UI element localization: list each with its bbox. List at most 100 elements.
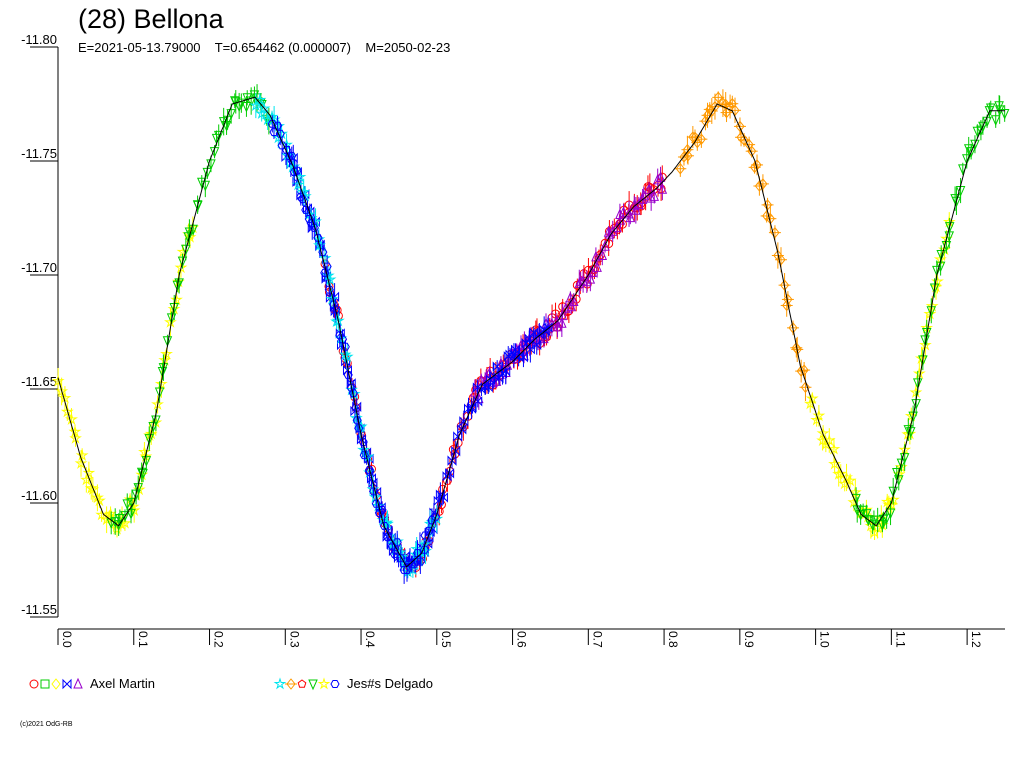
marker-star: [79, 473, 93, 486]
marker-hexagon: [298, 195, 308, 204]
marker-hexagon: [313, 233, 323, 242]
marker-star: [827, 442, 841, 455]
marker-bowtie: [518, 351, 528, 363]
marker-triangle-down: [246, 96, 256, 108]
marker-diamond: [788, 322, 798, 334]
marker-diamond: [692, 136, 702, 149]
marker-hexagon: [424, 526, 434, 535]
marker-hexagon: [273, 121, 283, 130]
marker-bowtie: [451, 446, 461, 457]
marker-triangle-down: [936, 250, 946, 261]
marker-hexagon: [389, 549, 399, 558]
marker-star: [139, 449, 153, 462]
legend-markers: [29, 677, 340, 691]
marker-triangle-up: [592, 261, 602, 272]
marker-bowtie: [514, 351, 524, 363]
marker-diamond: [710, 100, 720, 113]
marker-triangle-up: [569, 295, 579, 307]
marker-triangle-up: [618, 206, 629, 217]
marker-hexagon: [331, 305, 341, 314]
marker-bowtie: [438, 492, 448, 503]
marker-triangle-down: [885, 508, 896, 520]
marker-star: [340, 350, 354, 363]
series-axel-martin: [470, 166, 668, 410]
marker-triangle-down: [308, 679, 318, 691]
marker-diamond: [735, 120, 745, 133]
marker-star: [368, 490, 382, 503]
marker-triangle-up: [600, 240, 610, 251]
marker-star: [249, 98, 263, 112]
marker-hexagon: [359, 451, 369, 460]
marker-diamond: [696, 133, 707, 145]
x-tick-label: 0.5: [439, 631, 453, 648]
marker-bowtie: [368, 477, 378, 489]
marker-star: [255, 106, 269, 120]
marker-triangle-down: [241, 101, 252, 113]
marker-bowtie: [498, 368, 508, 379]
x-tick-label: 0.1: [136, 631, 150, 648]
series-jes-s-delgado: [249, 93, 444, 579]
marker-bowtie: [423, 538, 433, 549]
marker-triangle-up: [566, 300, 577, 312]
marker-triangle-down: [908, 411, 918, 423]
marker-diamond: [776, 253, 786, 266]
marker-triangle-down: [951, 196, 962, 208]
marker-triangle-up: [73, 677, 83, 689]
marker-star: [843, 474, 857, 487]
marker-star: [144, 427, 158, 440]
marker-diamond: [286, 678, 296, 690]
marker-triangle-down: [990, 115, 1001, 126]
marker-hexagon: [358, 438, 368, 446]
marker-star: [273, 677, 287, 690]
data-points: [51, 84, 1010, 584]
marker-triangle-up: [652, 173, 663, 185]
marker-star: [318, 251, 332, 264]
marker-diamond: [792, 343, 802, 356]
marker-bowtie: [62, 678, 72, 690]
series-jes-s-delgado: [106, 84, 274, 536]
marker-star: [366, 482, 380, 495]
marker-triangle-down: [181, 244, 191, 256]
fourier-fit-curve: [57, 96, 1005, 568]
marker-bowtie: [483, 381, 493, 393]
copyright-text: (c)2021 OdG-RB: [20, 721, 73, 728]
marker-diamond: [779, 279, 790, 291]
marker-star: [380, 516, 394, 529]
y-tick-label: -11.55: [21, 602, 57, 617]
marker-bowtie: [352, 401, 362, 413]
marker-star: [95, 508, 109, 521]
marker-star: [925, 299, 939, 312]
marker-triangle-up: [631, 204, 641, 215]
series-axel-martin: [281, 144, 553, 574]
marker-star: [298, 189, 312, 202]
marker-triangle-up: [657, 183, 668, 194]
marker-star: [183, 230, 197, 243]
marker-hexagon: [364, 465, 375, 474]
marker-star: [82, 466, 96, 479]
marker-hexagon: [419, 545, 430, 554]
marker-hexagon: [306, 219, 316, 228]
marker-triangle-down: [888, 486, 898, 498]
marker-hexagon: [412, 549, 423, 557]
marker-star: [75, 448, 89, 461]
marker-triangle-down: [166, 313, 177, 325]
marker-triangle-up: [557, 309, 568, 321]
x-tick-label: 0.9: [742, 631, 756, 648]
marker-star: [65, 412, 78, 425]
marker-triangle-up: [638, 189, 649, 200]
marker-star: [138, 445, 151, 458]
marker-diamond: [688, 131, 698, 143]
marker-triangle-down: [966, 147, 976, 158]
x-tick-label: 0.7: [590, 631, 604, 648]
marker-hexagon: [404, 558, 414, 567]
marker-diamond: [782, 299, 792, 312]
marker-diamond: [713, 91, 723, 104]
marker-star: [317, 677, 331, 690]
marker-triangle-up: [607, 225, 618, 236]
marker-triangle-down: [932, 265, 942, 277]
marker-hexagon: [322, 262, 332, 271]
marker-triangle-down: [221, 120, 232, 132]
marker-triangle-down: [999, 108, 1010, 120]
marker-star: [60, 405, 74, 418]
y-axis-ticks: -11.80 -11.75 -11.70 -11.65 -11.60 -11.55: [21, 32, 58, 618]
